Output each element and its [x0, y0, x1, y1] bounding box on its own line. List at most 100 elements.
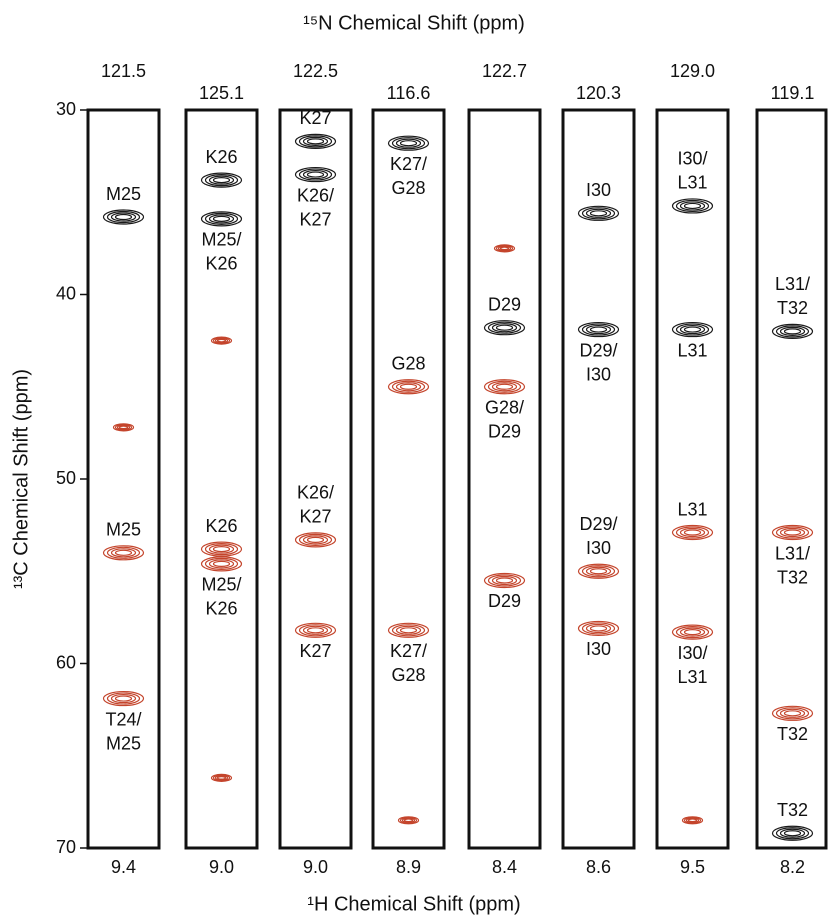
peak-label: T32	[777, 567, 808, 587]
peak-contour	[401, 628, 417, 633]
n15-label: 119.1	[771, 83, 815, 103]
peak-label: I30	[586, 364, 611, 384]
peak-label: T24/	[105, 709, 141, 729]
peak-label: I30/	[677, 149, 707, 169]
y-tick-label: 60	[56, 652, 76, 672]
y-tick-label: 40	[56, 283, 76, 303]
peak-contour	[401, 384, 417, 389]
peak-contour	[218, 339, 226, 342]
peak-contour	[497, 325, 513, 330]
peak-contour	[689, 819, 697, 822]
strip	[186, 110, 257, 848]
peak-label: L31	[677, 499, 707, 519]
h1-tick-label: 9.0	[303, 857, 328, 877]
peak-label: M25	[106, 184, 141, 204]
peak-label: D29	[488, 422, 521, 442]
peak-label: D29/	[579, 340, 617, 360]
peak-label: L31/	[775, 274, 810, 294]
peak-label: D29	[488, 294, 521, 314]
peak-label: G28	[391, 354, 425, 374]
y-axis-label: ¹³C Chemical Shift (ppm)	[10, 369, 32, 589]
peak-contour	[214, 216, 230, 221]
peak-label: I30	[586, 538, 611, 558]
strip	[657, 110, 728, 848]
peak-contour	[214, 547, 230, 552]
peak-contour	[214, 178, 230, 183]
n15-label: 122.7	[482, 61, 527, 81]
n15-label: 116.6	[387, 83, 431, 103]
peak-contour	[308, 172, 324, 177]
peak-label: K26	[205, 599, 237, 619]
h1-tick-label: 8.9	[396, 857, 421, 877]
peak-contour	[218, 777, 226, 780]
peak-label: K27	[299, 507, 331, 527]
strip	[469, 110, 540, 848]
peak-contour	[685, 630, 701, 635]
figure: ¹⁵N Chemical Shift (ppm) ¹H Chemical Shi…	[0, 0, 828, 921]
peak-label: K26	[205, 516, 237, 536]
peak-label: M25/	[201, 575, 241, 595]
peak-contour	[497, 384, 513, 389]
peak-label: M25/	[201, 230, 241, 250]
peak-label: D29	[488, 591, 521, 611]
peak-label: I30	[586, 639, 611, 659]
peak-contour	[591, 569, 607, 574]
peak-label: K26/	[297, 185, 334, 205]
peak-contour	[120, 426, 128, 429]
peak-label: K26	[205, 254, 237, 274]
peak-contour	[405, 819, 413, 822]
peak-contour	[116, 215, 132, 220]
n15-label: 125.1	[199, 83, 244, 103]
peak-contour	[785, 329, 801, 334]
peak-label: M25	[106, 520, 141, 540]
peak-contour	[116, 696, 132, 701]
chart-title: ¹⁵N Chemical Shift (ppm)	[303, 12, 525, 34]
peak-label: K27/	[390, 154, 427, 174]
peak-contour	[591, 327, 607, 332]
peak-label: T32	[777, 724, 808, 744]
peak-contour	[785, 530, 801, 535]
peak-label: M25	[106, 733, 141, 753]
peak-label: G28	[391, 665, 425, 685]
strip	[373, 110, 444, 848]
peak-label: L31	[677, 173, 707, 193]
h1-tick-label: 9.0	[209, 857, 234, 877]
peak-label: K27	[299, 641, 331, 661]
peak-label: K26/	[297, 483, 334, 503]
h1-tick-label: 9.5	[680, 857, 705, 877]
peak-label: I30	[586, 180, 611, 200]
peak-contour	[785, 711, 801, 716]
peak-label: I30/	[677, 643, 707, 663]
n15-label: 120.3	[576, 83, 621, 103]
peak-contour	[685, 327, 701, 332]
peak-label: L31/	[775, 543, 810, 563]
peak-label: K27/	[390, 641, 427, 661]
x-axis-label: ¹H Chemical Shift (ppm)	[307, 893, 520, 915]
h1-tick-label: 8.4	[492, 857, 517, 877]
peak-contour	[116, 550, 132, 555]
peak-label: G28	[391, 178, 425, 198]
peak-label: K27	[299, 209, 331, 229]
peak-contour	[308, 537, 324, 542]
peak-label: L31	[677, 340, 707, 360]
peak-contour	[308, 139, 324, 144]
peak-contour	[685, 530, 701, 535]
h1-tick-label: 9.4	[111, 857, 136, 877]
peak-label: K26	[205, 147, 237, 167]
peak-contour	[591, 211, 607, 216]
y-tick-label: 50	[56, 468, 76, 488]
y-tick-label: 30	[56, 99, 76, 119]
peak-label: T32	[777, 298, 808, 318]
n15-label: 122.5	[293, 61, 338, 81]
peak-contour	[308, 628, 324, 633]
peak-contour	[685, 203, 701, 208]
peak-contour	[591, 626, 607, 631]
peak-label: T32	[777, 800, 808, 820]
h1-tick-label: 8.2	[780, 857, 805, 877]
n15-label: 121.5	[101, 61, 146, 81]
peak-label: K27	[299, 108, 331, 128]
peak-label: G28/	[485, 398, 524, 418]
peak-label: D29/	[579, 514, 617, 534]
peak-contour	[785, 831, 801, 836]
peak-contour	[401, 141, 417, 146]
